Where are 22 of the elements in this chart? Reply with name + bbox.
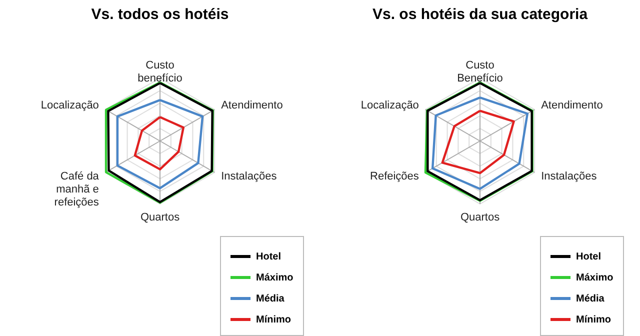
chart-title: Vs. os hotéis da sua categoria	[372, 6, 588, 23]
spoke-label: Café da manhã e refeições	[54, 170, 100, 208]
spoke-label: Localização	[360, 100, 419, 112]
spoke-label: Atendimento	[541, 100, 603, 112]
legend-label: Hotel	[576, 252, 602, 262]
spoke-label: Refeições	[370, 170, 420, 182]
spoke-label: Custo benefício	[138, 59, 182, 84]
spoke-label: Instalações	[541, 170, 598, 182]
spoke-label: Quartos	[460, 212, 500, 224]
legend-label: Média	[576, 294, 605, 304]
legend-label: Mínimo	[576, 314, 611, 326]
legend-label: Mínimo	[256, 314, 291, 326]
legend-label: Média	[256, 294, 285, 304]
spoke-label: Instalações	[221, 170, 278, 182]
spoke-label: Quartos	[140, 212, 180, 224]
chart-title: Vs. todos os hotéis	[91, 6, 229, 23]
spoke-label: Atendimento	[221, 100, 283, 112]
spoke-label: Custo Benefício	[457, 59, 503, 84]
legend-label: Hotel	[256, 252, 282, 262]
spoke-label: Localização	[40, 100, 99, 112]
legend-label: Máximo	[256, 272, 294, 284]
legend-label: Máximo	[576, 272, 614, 284]
